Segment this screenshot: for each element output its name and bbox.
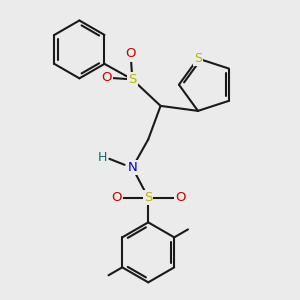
Text: S: S [128, 73, 136, 86]
Text: O: O [125, 47, 136, 61]
Text: O: O [111, 191, 122, 204]
Text: O: O [102, 71, 112, 84]
Text: S: S [194, 52, 202, 65]
Text: H: H [98, 151, 107, 164]
Text: N: N [128, 161, 137, 174]
Text: O: O [175, 191, 185, 204]
Text: S: S [144, 191, 152, 204]
